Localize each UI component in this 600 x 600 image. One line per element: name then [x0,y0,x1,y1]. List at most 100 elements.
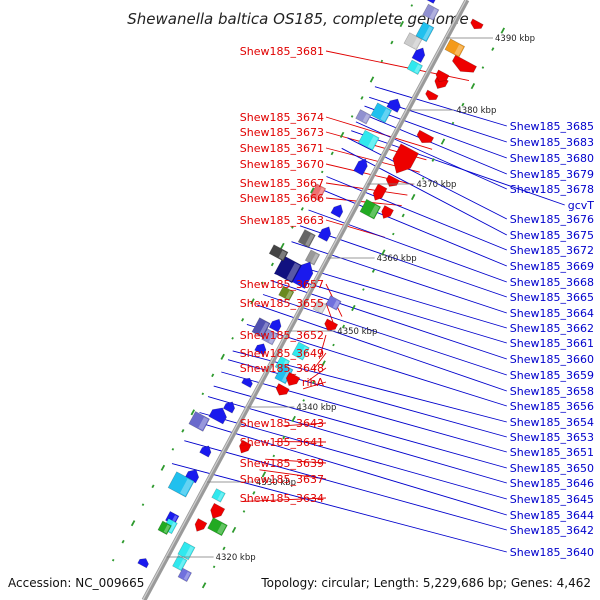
scale-label: 4330 kbp [256,478,296,488]
tick-mark [291,415,296,422]
left-gene-label[interactable]: Shew185_3637 [240,473,324,486]
right-gene-label[interactable]: Shew185_3659 [510,369,594,382]
right-gene-labels[interactable]: Shew185_3685 Shew185_3683 Shew185_3680 Shew… [510,120,594,559]
right-gene-label[interactable]: Shew185_3640 [510,546,594,559]
tick-mark [332,343,335,347]
right-gene-label[interactable]: Shew185_3651 [510,446,594,459]
right-gene-label[interactable]: Shew185_3676 [510,213,594,226]
tick-mark [410,4,414,7]
right-gene-label[interactable]: Shew185_3642 [510,524,594,537]
scale-label: 4370 kbp [416,180,456,190]
left-gene-label[interactable]: Shew185_3634 [240,492,324,505]
right-gene-label[interactable]: Shew185_3665 [510,291,594,304]
left-gene-label[interactable]: Shew185_3649 [240,347,324,360]
tick-mark [350,115,354,118]
gene-box [251,317,271,338]
gene-box [403,32,423,51]
tick-mark [130,520,136,527]
right-gene-label[interactable]: Shew185_3654 [510,416,594,429]
scale-labels: 4390 kbp 4380 kbp 4370 kbp 4360 kbp 4350 kbp… [166,34,535,563]
tick-mark [280,242,285,249]
right-gene-label[interactable]: Shew185_3658 [510,385,594,398]
gene-arrow [425,89,439,101]
right-leader-line [257,304,507,392]
right-leader-line [184,440,507,531]
tick-mark [341,324,346,329]
gene-arrow [210,502,226,519]
tick-mark [410,193,416,201]
tick-mark [310,187,315,194]
right-gene-label[interactable]: gcvT [568,199,595,212]
tick-mark [241,317,245,322]
left-gene-label[interactable]: Shew185_3681 [240,45,324,58]
right-leader-line [351,130,565,206]
right-gene-label[interactable]: Shew185_3650 [510,462,594,475]
gene-box [274,255,302,284]
gene-arrow [194,518,208,532]
right-gene-label[interactable]: Shew185_3661 [510,337,594,350]
tick-mark [151,484,155,489]
left-leader-line [306,367,327,383]
right-leader-line [347,137,508,220]
left-gene-label[interactable]: Shew185_3652 [240,329,324,342]
left-gene-label[interactable]: Shew185_3673 [240,126,324,139]
tick-mark [111,558,115,562]
right-gene-label[interactable]: Shew185_3656 [510,400,594,413]
tick-mark [431,158,435,162]
tick-mark [252,491,256,495]
right-gene-label[interactable]: Shew185_3669 [510,260,594,273]
gene-box [406,59,423,75]
gene-box [444,38,466,58]
right-gene-label[interactable]: Shew185_3675 [510,229,594,242]
left-gene-label[interactable]: Shew185_3663 [240,214,324,227]
axis-highlight [142,0,467,600]
gene-arrow [254,343,267,356]
right-gene-label[interactable]: Shew185_3645 [510,493,594,506]
left-leader-line [302,381,327,390]
left-leader-line [325,197,402,207]
left-gene-label[interactable]: Shew185_3641 [240,436,324,449]
left-gene-labels[interactable]: Shew185_3681 Shew185_3674 Shew185_3673 Shew… [240,45,325,505]
accession-text: Accession: NC_009665 [8,576,144,590]
gene-arrow [353,158,368,176]
right-gene-label[interactable]: Shew185_3672 [510,244,594,257]
genome-axis [141,0,470,600]
left-gene-label[interactable]: Shew185_3655 [240,297,324,310]
right-gene-label[interactable]: Shew185_3653 [510,431,594,444]
right-gene-label[interactable]: Shew185_3679 [510,168,594,181]
left-gene-label[interactable]: Shew185_3648 [240,362,324,375]
left-gene-label[interactable]: Shew185_3671 [240,142,324,155]
right-gene-label[interactable]: Shew185_3668 [510,276,594,289]
tick-mark [160,464,166,471]
left-gene-label[interactable]: rihA [302,376,325,389]
gene-box [188,411,210,432]
left-gene-label[interactable]: Shew185_3657 [240,278,324,291]
gene-arrow [392,143,419,174]
left-gene-label[interactable]: Shew185_3666 [240,192,324,205]
right-gene-label[interactable]: Shew185_3660 [510,353,594,366]
left-gene-label[interactable]: Shew185_3670 [240,158,324,171]
tick-mark [212,565,216,569]
left-gene-label[interactable]: Shew185_3674 [240,111,324,124]
tick-mark [291,226,294,229]
left-gene-label[interactable]: Shew185_3639 [240,457,324,470]
scale-label: 4360 kbp [377,254,417,264]
gene-box [207,517,228,537]
gene-arrow [199,445,212,458]
left-gene-label[interactable]: Shew185_3667 [240,177,324,190]
gene-arrow [268,318,282,333]
tick-mark [220,353,225,360]
gene-features [137,0,484,583]
left-gene-label[interactable]: Shew185_3643 [240,417,324,430]
right-gene-label[interactable]: Shew185_3680 [510,152,594,165]
right-gene-label[interactable]: Shew185_3678 [510,183,594,196]
tick-mark [330,151,334,156]
right-gene-label[interactable]: Shew185_3646 [510,477,594,490]
right-gene-label[interactable]: Shew185_3644 [510,509,594,522]
right-gene-label[interactable]: Shew185_3664 [510,307,594,320]
right-gene-label[interactable]: Shew185_3685 [510,120,594,133]
right-gene-label[interactable]: Shew185_3662 [510,322,594,335]
right-gene-label[interactable]: Shew185_3683 [510,136,594,149]
tick-mark [211,373,215,378]
gene-arrow [285,371,301,387]
